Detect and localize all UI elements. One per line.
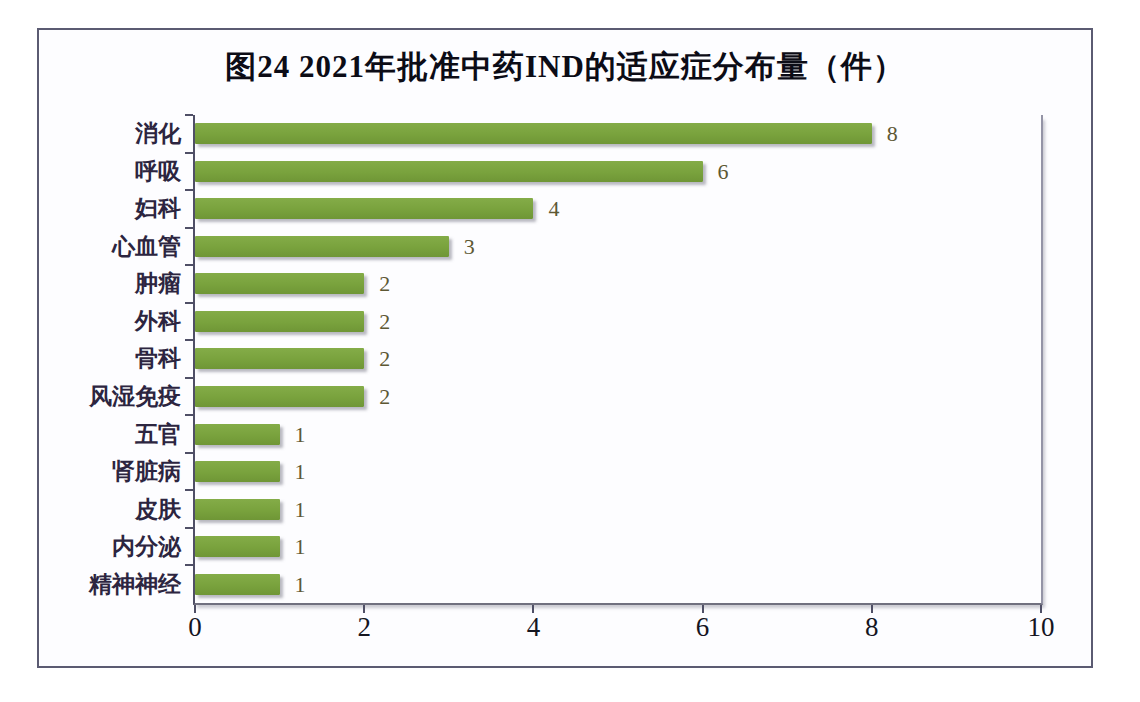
bar-row: 4 <box>195 190 1041 228</box>
category-label: 妇科 <box>39 190 181 228</box>
category-label: 呼吸 <box>39 153 181 191</box>
bar-value-label: 2 <box>379 273 390 294</box>
y-axis-tick <box>185 489 193 491</box>
plot-area: 8643222211111 0246810 <box>193 115 1043 605</box>
bar-row: 1 <box>195 453 1041 491</box>
bar <box>195 273 364 294</box>
bar-row: 2 <box>195 303 1041 341</box>
y-axis-tick <box>185 527 193 529</box>
bar <box>195 461 280 482</box>
bar-row: 2 <box>195 340 1041 378</box>
bar-value-label: 1 <box>295 424 306 445</box>
y-axis-tick <box>185 377 193 379</box>
x-axis-tick-label: 0 <box>188 612 202 643</box>
bar <box>195 123 872 144</box>
category-label: 骨科 <box>39 340 181 378</box>
category-label: 五官 <box>39 415 181 453</box>
bar-row: 2 <box>195 378 1041 416</box>
bar-row: 1 <box>195 490 1041 528</box>
y-axis-tick <box>185 452 193 454</box>
x-axis-tick-label: 6 <box>696 612 710 643</box>
bar-row: 2 <box>195 265 1041 303</box>
bar-value-label: 2 <box>379 386 390 407</box>
bar-value-label: 1 <box>295 499 306 520</box>
bar-row: 1 <box>195 528 1041 566</box>
bar <box>195 198 533 219</box>
bar <box>195 424 280 445</box>
bar <box>195 161 703 182</box>
bar-row: 3 <box>195 228 1041 266</box>
y-axis-tick <box>185 264 193 266</box>
x-axis-tick-label: 2 <box>357 612 371 643</box>
bar-value-label: 1 <box>295 461 306 482</box>
bar <box>195 536 280 557</box>
bar <box>195 386 364 407</box>
category-label: 皮肤 <box>39 490 181 528</box>
bar-value-label: 4 <box>548 198 559 219</box>
bar-value-label: 3 <box>464 236 475 257</box>
bar <box>195 236 449 257</box>
category-label: 精神神经 <box>39 565 181 603</box>
category-label: 心血管 <box>39 228 181 266</box>
bar-row: 8 <box>195 115 1041 153</box>
category-label: 外科 <box>39 303 181 341</box>
bar-row: 6 <box>195 153 1041 191</box>
category-label: 肾脏病 <box>39 453 181 491</box>
bar-value-label: 8 <box>887 123 898 144</box>
bar-row: 1 <box>195 415 1041 453</box>
figure-frame: 图24 2021年批准中药IND的适应症分布量（件） 消化呼吸妇科心血管肿瘤外科… <box>37 28 1093 668</box>
bar <box>195 311 364 332</box>
category-label: 消化 <box>39 115 181 153</box>
x-axis-tick-label: 4 <box>527 612 541 643</box>
bar-row: 1 <box>195 565 1041 603</box>
y-axis-tick <box>185 414 193 416</box>
bar-value-label: 1 <box>295 536 306 557</box>
y-axis-tick <box>185 302 193 304</box>
y-axis-tick <box>185 152 193 154</box>
bar-value-label: 2 <box>379 311 390 332</box>
chart-title: 图24 2021年批准中药IND的适应症分布量（件） <box>39 46 1091 88</box>
category-label: 内分泌 <box>39 528 181 566</box>
category-label: 肿瘤 <box>39 265 181 303</box>
y-axis-tick <box>185 339 193 341</box>
bar <box>195 348 364 369</box>
bar <box>195 499 280 520</box>
bar-value-label: 2 <box>379 348 390 369</box>
y-axis-tick <box>185 114 193 116</box>
y-axis-tick <box>185 564 193 566</box>
y-axis-labels: 消化呼吸妇科心血管肿瘤外科骨科风湿免疫五官肾脏病皮肤内分泌精神神经 <box>39 115 181 603</box>
x-axis-tick-label: 10 <box>1028 612 1055 643</box>
bar-value-label: 1 <box>295 574 306 595</box>
x-axis-tick-label: 8 <box>865 612 879 643</box>
bar <box>195 574 280 595</box>
y-axis-tick <box>185 227 193 229</box>
category-label: 风湿免疫 <box>39 378 181 416</box>
y-axis-tick <box>185 189 193 191</box>
bar-value-label: 6 <box>718 161 729 182</box>
